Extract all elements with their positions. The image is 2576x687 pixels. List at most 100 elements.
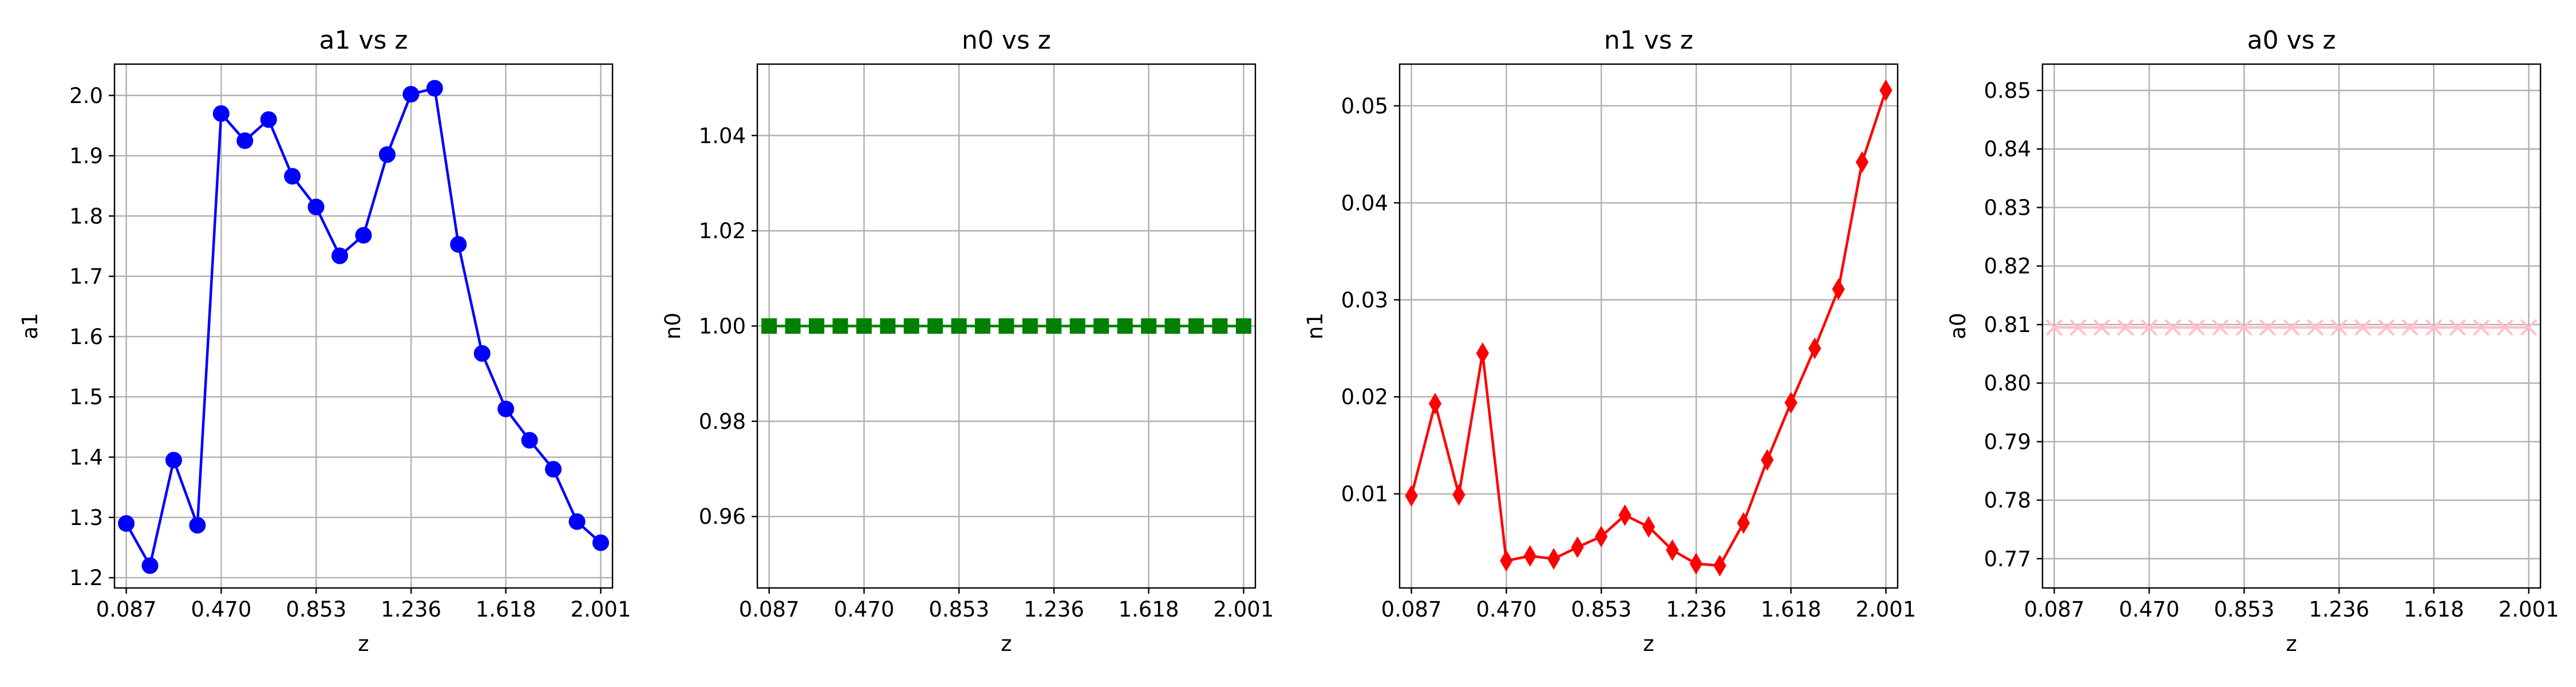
- data-point: [1117, 318, 1133, 334]
- data-point: [1188, 318, 1204, 334]
- data-point: [998, 318, 1014, 334]
- axes-frame: [113, 63, 614, 589]
- data-point: [1141, 318, 1157, 334]
- data-point: [2117, 319, 2134, 336]
- x-tick-label: 2.001: [570, 597, 631, 622]
- y-tick-label: 0.04: [1341, 191, 1388, 215]
- x-tick-label: 0.470: [2119, 597, 2179, 622]
- data-point: [1500, 550, 1513, 572]
- y-tick-label: 0.80: [1984, 371, 2031, 396]
- x-tick-label: 1.236: [2309, 597, 2369, 622]
- x-tick-label: 0.087: [739, 597, 800, 622]
- data-point: [1093, 318, 1109, 334]
- x-tick-label: 2.001: [1213, 597, 1274, 622]
- data-point: [2378, 319, 2395, 336]
- y-tick-label: 0.96: [699, 504, 746, 529]
- x-tick-label: 2.001: [2498, 597, 2559, 622]
- subplot-4: 0.087 0.470 0.853 1.236 1.618 2.001 0.77 0.78 0.…: [1946, 26, 2559, 656]
- data-point: [545, 461, 562, 478]
- data-point: [1452, 484, 1465, 506]
- data-point: [2259, 319, 2276, 336]
- data-point: [951, 318, 967, 334]
- data-point: [1737, 512, 1750, 534]
- y-tick-label: 0.82: [1984, 254, 2031, 279]
- data-point: [212, 105, 230, 122]
- y-tick-label: 1.3: [69, 506, 103, 530]
- data-point: [1713, 555, 1726, 577]
- data-point: [1571, 536, 1584, 558]
- subplot-1: 0.087 0.470 0.853 1.236 1.618 2.001 1.2 1.3 1.4 1…: [18, 26, 631, 656]
- y-tick-label: 0.85: [1984, 78, 2031, 103]
- data-point: [2093, 319, 2110, 336]
- data-point: [1642, 516, 1656, 538]
- data-point: [189, 516, 206, 534]
- y-tick-label: 0.02: [1341, 385, 1388, 409]
- data-point: [402, 86, 420, 103]
- x-tick-label: 0.470: [833, 597, 894, 622]
- data-point: [331, 247, 349, 264]
- data-point: [1476, 342, 1490, 364]
- subplot-2: 0.087 0.470 0.853 1.236 1.618 2.001 0.96 0.98 1.…: [661, 26, 1274, 656]
- x-tick-label: 1.236: [1666, 597, 1726, 622]
- data-point: [880, 318, 896, 334]
- data-point: [832, 318, 848, 334]
- y-axis-label: n0: [661, 313, 685, 339]
- data-point: [1164, 318, 1180, 334]
- y-tick-label: 0.84: [1984, 137, 2031, 161]
- data-point: [2141, 319, 2158, 336]
- data-point: [2236, 319, 2253, 336]
- x-tick-label: 0.087: [2024, 597, 2085, 622]
- data-point: [2164, 319, 2181, 336]
- x-tick-label: 1.618: [1761, 597, 1822, 622]
- subplot-title: n1 vs z: [1604, 26, 1693, 55]
- y-axis-label: n1: [1303, 313, 1327, 339]
- y-tick-label: 1.7: [69, 264, 103, 289]
- x-tick-label: 0.853: [1571, 597, 1631, 622]
- data-point: [1022, 318, 1038, 334]
- x-tick-label: 0.470: [191, 597, 251, 622]
- y-tick-label: 0.01: [1341, 482, 1388, 507]
- data-point: [260, 111, 277, 128]
- data-point: [927, 318, 943, 334]
- y-tick-label: 0.77: [1984, 547, 2031, 571]
- data-point: [450, 236, 467, 253]
- data-point: [2212, 319, 2229, 336]
- data-point: [592, 534, 609, 551]
- data-point: [141, 557, 159, 574]
- data-point: [785, 318, 801, 334]
- data-point: [1808, 337, 1822, 360]
- y-tick-label: 2.0: [69, 84, 103, 108]
- y-tick-label: 0.79: [1984, 429, 2031, 454]
- data-point: [2307, 319, 2324, 336]
- data-point: [497, 400, 515, 417]
- x-tick-label: 1.618: [2404, 597, 2464, 622]
- data-point: [2425, 319, 2442, 336]
- y-tick-label: 0.81: [1984, 313, 2031, 337]
- y-tick-label: 1.00: [699, 314, 746, 339]
- x-tick-label: 0.087: [96, 597, 157, 622]
- x-tick-label: 2.001: [1855, 597, 1916, 622]
- y-axis-label: a1: [18, 313, 42, 339]
- series-line: [125, 86, 602, 567]
- subplot-3: 0.087 0.470 0.853 1.236 1.618 2.001 0.01 0.02 0.…: [1303, 26, 1916, 656]
- data-point: [355, 227, 372, 244]
- x-tick-label: 1.236: [1024, 597, 1084, 622]
- y-tick-label: 0.98: [699, 409, 746, 434]
- y-tick-label: 1.2: [69, 566, 103, 590]
- data-point: [2188, 319, 2205, 336]
- data-point: [1832, 278, 1845, 301]
- x-tick-label: 0.470: [1476, 597, 1536, 622]
- data-point: [903, 318, 919, 334]
- data-point: [1212, 318, 1228, 334]
- x-tick-label: 1.236: [381, 597, 441, 622]
- data-point: [761, 318, 777, 334]
- data-point: [1069, 318, 1085, 334]
- x-axis-label: z: [2286, 631, 2297, 656]
- x-tick-label: 1.618: [476, 597, 536, 622]
- data-point: [1689, 552, 1703, 575]
- data-point: [1594, 526, 1608, 548]
- x-tick-label: 1.618: [1119, 597, 1179, 622]
- data-point: [1618, 504, 1631, 526]
- y-tick-label: 0.03: [1341, 288, 1388, 313]
- x-tick-label: 0.087: [1381, 597, 1442, 622]
